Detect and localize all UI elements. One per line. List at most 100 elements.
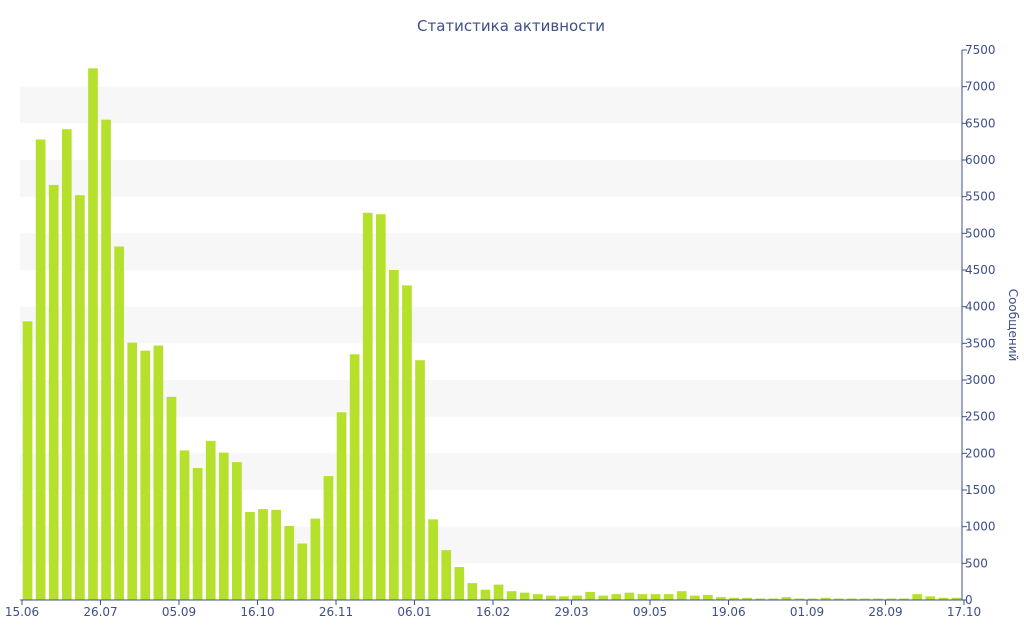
bar [428, 519, 438, 600]
y-tick-label: 7000 [965, 80, 996, 94]
bar [637, 594, 648, 600]
bar [61, 129, 72, 600]
bar [48, 184, 59, 600]
x-tick-label: 17.10 [947, 605, 981, 619]
bar [22, 321, 33, 600]
y-tick-label: 5000 [965, 226, 996, 240]
y-tick-label: 5500 [965, 190, 996, 204]
y-tick-label: 3500 [965, 336, 996, 350]
chart-title: Статистика активности [417, 17, 605, 35]
x-tick-label: 05.09 [162, 605, 196, 619]
bar [205, 440, 216, 600]
grid-band [20, 233, 962, 270]
x-tick-label: 28.09 [868, 605, 902, 619]
bar [297, 543, 308, 600]
bar [218, 452, 229, 600]
bar [873, 598, 883, 600]
bar [232, 462, 242, 600]
y-tick-label: 1000 [965, 520, 996, 534]
bar-series [22, 68, 962, 601]
grid-band [20, 453, 962, 490]
bar [755, 598, 766, 600]
y-tick-label: 2000 [965, 446, 996, 460]
grid-band [20, 526, 962, 564]
bar [650, 594, 661, 600]
bar [624, 592, 635, 600]
bar [886, 598, 896, 600]
y-tick-label: 6000 [965, 153, 996, 167]
bar [807, 598, 818, 600]
bar [166, 396, 177, 600]
x-tick-label: 01.09 [790, 605, 824, 619]
bar [742, 597, 752, 600]
bar [362, 212, 373, 601]
x-tick-label: 09.05 [633, 605, 667, 619]
bar [585, 591, 595, 600]
bar [375, 214, 386, 600]
bar [349, 354, 360, 600]
bar [663, 594, 674, 600]
bar [245, 512, 255, 600]
bar [179, 450, 190, 600]
x-tick-label: 29.03 [554, 605, 588, 619]
grid-band [20, 86, 962, 124]
bar [310, 518, 321, 600]
bar [860, 598, 870, 600]
x-tick-label: 15.06 [5, 605, 39, 619]
y-tick-label: 6500 [965, 116, 996, 130]
bar [532, 594, 543, 600]
bar [192, 468, 203, 600]
bar [572, 595, 582, 600]
bar [833, 598, 844, 600]
y-axis-label: Сообщений [1006, 289, 1020, 362]
bar [153, 345, 164, 600]
bar [493, 584, 504, 600]
y-tick-label: 0 [965, 593, 973, 607]
x-tick-label: 06.01 [397, 605, 431, 619]
x-axis-ticks: 15.06 26.07 05.09 16.10 26.11 06.01 16.02 29.03… [5, 600, 981, 619]
bar [114, 246, 124, 600]
bar [546, 595, 556, 600]
y-tick-label: 4000 [965, 300, 996, 314]
y-axis-ticks: 0 500 1000 1500 2000 2500 3000 3500 4000 4500 5000… [962, 43, 996, 607]
bar [258, 509, 268, 600]
bar [703, 594, 713, 600]
bar [559, 596, 569, 600]
bar [389, 270, 399, 600]
bar [284, 525, 295, 600]
bar [467, 583, 478, 600]
bar [88, 68, 98, 600]
bar [781, 597, 792, 600]
bar [676, 591, 687, 600]
bar [820, 597, 831, 600]
bar [938, 597, 949, 600]
bar [271, 509, 281, 600]
bar [101, 119, 111, 601]
grid-band [20, 380, 962, 417]
bar [35, 139, 46, 600]
bar [794, 598, 805, 600]
bar [402, 285, 412, 600]
grid-bands [20, 86, 962, 564]
bar [323, 476, 334, 600]
bar [415, 360, 425, 600]
bar [925, 596, 936, 600]
bar [140, 350, 151, 600]
y-tick-label: 7500 [965, 43, 996, 57]
bar [441, 550, 452, 600]
y-tick-label: 3000 [965, 373, 996, 387]
bar [611, 594, 622, 600]
bar [519, 592, 530, 600]
bar [598, 595, 609, 600]
bar [75, 195, 85, 600]
grid-band [20, 306, 962, 344]
y-tick-label: 1500 [965, 483, 996, 497]
bar [506, 591, 517, 600]
x-tick-label: 16.02 [476, 605, 510, 619]
bar [127, 342, 138, 600]
x-tick-label: 26.07 [83, 605, 117, 619]
bar [899, 598, 909, 600]
bar [689, 595, 700, 600]
x-tick-label: 26.11 [319, 605, 353, 619]
bar [768, 598, 779, 600]
